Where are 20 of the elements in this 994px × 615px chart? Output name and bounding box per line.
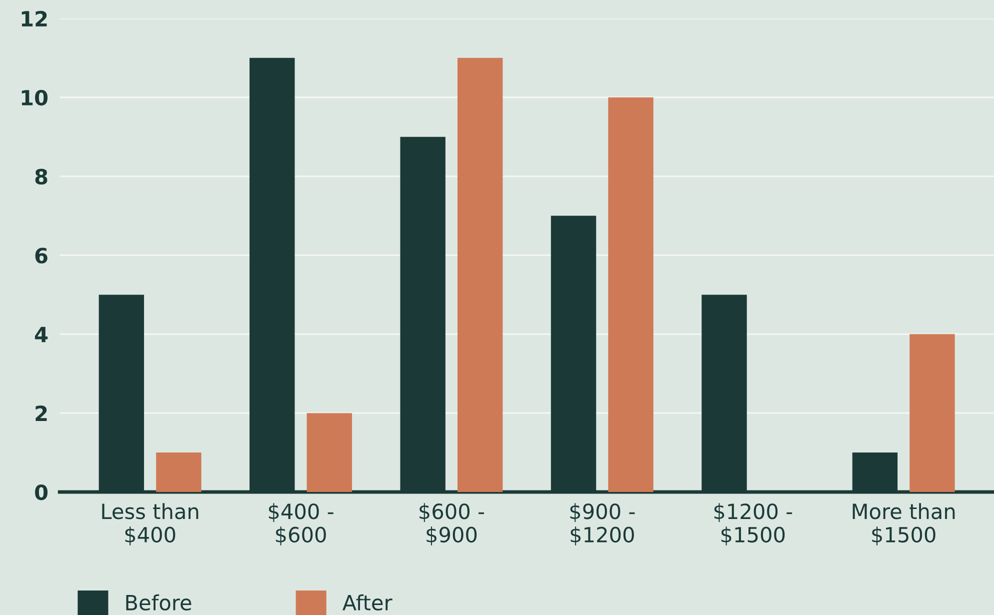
x-tick-label: Less than $400 — [102, 503, 198, 546]
x-tick-label: $900 - $1200 — [570, 503, 635, 546]
y-tick-label: 2 — [36, 406, 47, 421]
y-tick-label: 12 — [22, 10, 47, 26]
bar — [457, 58, 503, 492]
y-tick-label: 6 — [35, 248, 48, 264]
legend-label: After — [342, 594, 392, 611]
legend-label: Before — [126, 594, 192, 611]
x-tick-label: $600 - $900 — [420, 503, 484, 546]
bar — [608, 97, 654, 492]
y-tick-label: 10 — [22, 90, 48, 106]
y-tick-label: 0 — [35, 484, 48, 500]
bar — [910, 334, 955, 492]
y-tick-label: 4 — [34, 326, 48, 342]
bar — [156, 452, 202, 492]
x-tick-label: $400 - $600 — [268, 503, 334, 546]
x-tick-label: More than $1500 — [852, 503, 955, 546]
y-tick-label: 8 — [35, 168, 48, 185]
x-tick-label: $1200 - $1500 — [714, 503, 792, 546]
bar — [306, 413, 352, 492]
